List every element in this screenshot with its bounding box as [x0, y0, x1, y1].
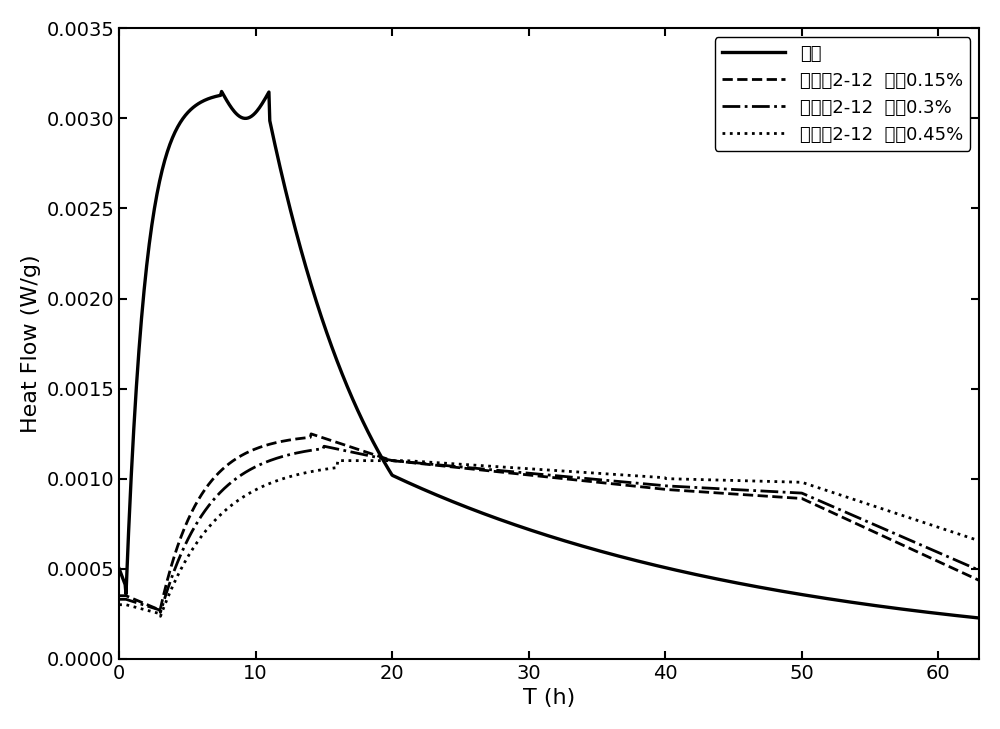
实施例2-12  掺量0.45%: [202, 524, 214, 533]
Line: 实施例2-12  掺量0.15%: 实施例2-12 掺量0.15%: [119, 434, 979, 610]
Line: 实施例2-12  掺量0.45%: 实施例2-12 掺量0.45%: [119, 461, 979, 616]
基准: [113, 564, 125, 573]
实施例2-12  掺量0.3%: [494, 466, 506, 475]
实施例2-12  掺量0.15%: [785, 494, 797, 502]
Legend: 基准, 实施例2-12  掺量0.15%, 实施例2-12  掺量0.3%, 实施例2-12  掺量0.45%: 基准, 实施例2-12 掺量0.15%, 实施例2-12 掺量0.3%, 实施例…: [715, 37, 970, 151]
实施例2-12  掺量0.45%: [801, 480, 813, 488]
基准: [493, 515, 505, 523]
实施例2-12  掺量0.45%: [154, 612, 166, 620]
实施例2-12  掺量0.15%: [705, 488, 717, 497]
实施例2-12  掺量0.45%: [785, 477, 797, 486]
基准: [462, 503, 474, 512]
基准: [705, 573, 717, 582]
实施例2-12  掺量0.15%: [113, 591, 125, 600]
实施例2-12  掺量0.45%: [494, 462, 506, 471]
实施例2-12  掺量0.3%: [785, 488, 797, 497]
实施例2-12  掺量0.3%: [973, 566, 985, 574]
实施例2-12  掺量0.3%: [202, 502, 214, 511]
实施例2-12  掺量0.15%: [202, 481, 214, 490]
实施例2-12  掺量0.45%: [705, 475, 717, 484]
基准: [800, 591, 812, 600]
实施例2-12  掺量0.15%: [801, 496, 813, 505]
基准: [785, 588, 797, 597]
实施例2-12  掺量0.3%: [154, 608, 166, 617]
实施例2-12  掺量0.3%: [705, 484, 717, 493]
实施例2-12  掺量0.15%: [154, 606, 166, 615]
X-axis label: T (h): T (h): [523, 688, 575, 708]
基准: [201, 95, 213, 104]
实施例2-12  掺量0.3%: [801, 491, 813, 499]
实施例2-12  掺量0.3%: [463, 464, 475, 472]
实施例2-12  掺量0.45%: [463, 461, 475, 469]
实施例2-12  掺量0.15%: [463, 464, 475, 473]
Line: 实施例2-12  掺量0.3%: 实施例2-12 掺量0.3%: [119, 446, 979, 612]
实施例2-12  掺量0.3%: [318, 442, 330, 451]
实施例2-12  掺量0.45%: [973, 537, 985, 545]
基准: [216, 87, 228, 95]
实施例2-12  掺量0.45%: [332, 456, 344, 465]
Line: 基准: 基准: [119, 91, 979, 618]
实施例2-12  掺量0.15%: [973, 576, 985, 585]
实施例2-12  掺量0.45%: [113, 601, 125, 609]
Y-axis label: Heat Flow (W/g): Heat Flow (W/g): [21, 254, 41, 433]
实施例2-12  掺量0.3%: [113, 595, 125, 604]
实施例2-12  掺量0.15%: [305, 429, 317, 438]
基准: [973, 614, 985, 623]
实施例2-12  掺量0.15%: [494, 467, 506, 476]
